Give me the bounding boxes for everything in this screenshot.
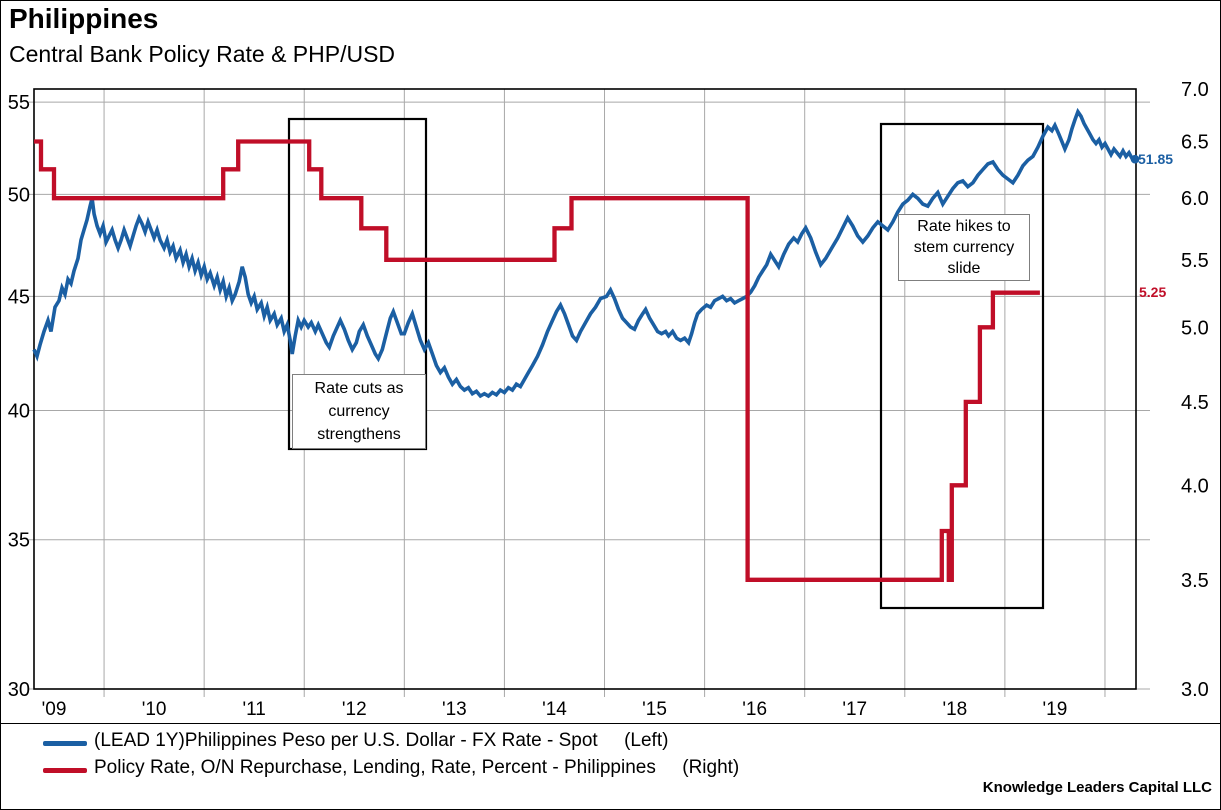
x-axis-tick-label: '15 bbox=[642, 699, 667, 720]
right-axis-tick-label: 3.0 bbox=[1181, 679, 1209, 701]
x-axis-tick-label: '11 bbox=[243, 699, 266, 720]
left-axis-tick-label: 45 bbox=[8, 286, 30, 308]
highlight-box-rate-cuts bbox=[287, 117, 428, 451]
right-axis-tick-label: 3.5 bbox=[1181, 570, 1209, 592]
x-axis-tick-label: '16 bbox=[742, 699, 767, 720]
policy-rate-line bbox=[34, 139, 1040, 582]
annotation-rate-hikes: Rate hikes to stem currency slide bbox=[898, 214, 1030, 281]
fx-series-swatch bbox=[43, 741, 87, 746]
x-axis-tick-label: '10 bbox=[142, 699, 167, 720]
highlight-box-rate-hikes bbox=[879, 122, 1045, 610]
rate-last-value-label: 5.25 bbox=[1139, 284, 1167, 300]
page-subtitle: Central Bank Policy Rate & PHP/USD bbox=[9, 41, 396, 67]
page-title: Philippines bbox=[9, 3, 159, 34]
x-axis-tick-label: '18 bbox=[942, 699, 967, 720]
annotation-line: Rate hikes to bbox=[917, 218, 1011, 235]
fx-line-end-dot bbox=[1130, 154, 1140, 164]
annotation-line: stem currency bbox=[913, 239, 1015, 256]
right-axis-tick-label: 6.5 bbox=[1181, 131, 1209, 153]
x-axis-tick-label: '17 bbox=[842, 699, 867, 720]
left-axis-tick-label: 50 bbox=[8, 184, 30, 206]
right-axis-tick-label: 4.0 bbox=[1181, 475, 1209, 497]
legend-item-policy-rate: Policy Rate, O/N Repurchase, Lending, Ra… bbox=[94, 757, 740, 778]
x-axis-tick-label: '09 bbox=[42, 699, 67, 720]
fx-last-value-label: 51.85 bbox=[1138, 151, 1174, 167]
fx-rate-line bbox=[32, 107, 1136, 399]
right-axis-tick-label: 4.5 bbox=[1181, 392, 1209, 414]
legend-divider bbox=[1, 723, 1220, 724]
plot-border bbox=[33, 88, 1137, 690]
left-axis-tick-label: 55 bbox=[8, 92, 30, 114]
x-axis-tick-label: '14 bbox=[542, 699, 567, 720]
annotation-line: currency bbox=[328, 403, 390, 420]
left-axis-tick-label: 30 bbox=[8, 679, 30, 701]
source-attribution: Knowledge Leaders Capital LLC bbox=[982, 779, 1212, 796]
left-axis-tick-label: 35 bbox=[8, 530, 30, 552]
right-axis-tick-label: 6.0 bbox=[1181, 188, 1209, 210]
left-axis-tick-label: 40 bbox=[8, 400, 30, 422]
right-axis-tick-label: 5.0 bbox=[1181, 317, 1209, 339]
right-axis-tick-label: 7.0 bbox=[1181, 79, 1209, 101]
right-axis-tick-label: 5.5 bbox=[1181, 250, 1209, 272]
annotation-line: strengthens bbox=[317, 426, 401, 443]
x-axis-tick-label: '19 bbox=[1043, 699, 1068, 720]
annotation-line: Rate cuts as bbox=[314, 380, 404, 397]
legend-item-fx: (LEAD 1Y)Philippines Peso per U.S. Dolla… bbox=[94, 730, 669, 751]
x-axis-tick-label: '13 bbox=[442, 699, 467, 720]
annotation-rate-cuts: Rate cuts as currency strengthens bbox=[292, 374, 426, 449]
annotation-line: slide bbox=[947, 260, 981, 277]
policy-rate-series-swatch bbox=[43, 768, 87, 773]
x-axis-tick-label: '12 bbox=[342, 699, 367, 720]
